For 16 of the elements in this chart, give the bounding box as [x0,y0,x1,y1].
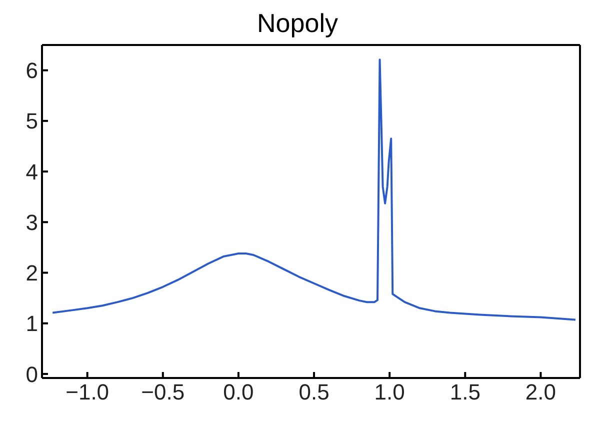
chart-title: Nopoly [256,8,339,38]
line-series [52,58,576,321]
x-tick-label: 1.5 [450,380,480,405]
y-tick-label: 5 [26,108,38,134]
x-tick-label: 0.0 [223,380,254,405]
y-tick-label: 4 [26,159,38,184]
x-tick-label: −1.0 [66,380,110,405]
y-tick-label: 1 [26,311,38,336]
x-tick-label: −0.5 [141,380,185,405]
y-tick-label: 0 [26,362,38,387]
y-tick-label: 3 [26,210,38,235]
x-tick-label: 1.0 [374,380,405,405]
x-tick-label: 2.0 [525,380,556,405]
y-tick-label: 6 [26,58,38,84]
y-tick-label: 2 [26,260,38,286]
x-tick-label: 0.5 [298,380,330,405]
